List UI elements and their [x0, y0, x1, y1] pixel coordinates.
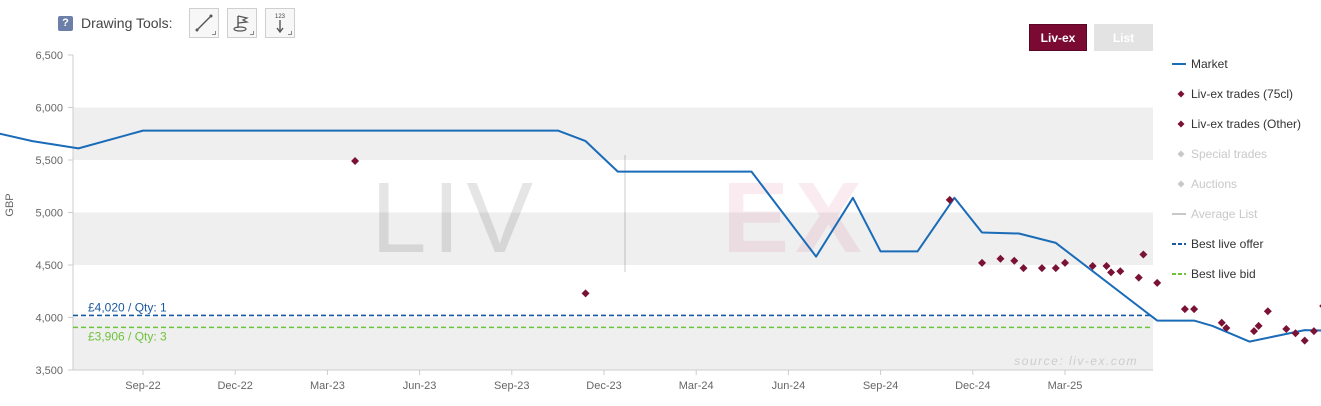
x-tick-label: Jun-24 — [772, 380, 806, 392]
legend-diamond-icon — [1177, 180, 1185, 188]
x-tick-label: Dec-23 — [586, 380, 621, 392]
liv-ex-mode-button[interactable]: Liv-ex — [1029, 24, 1087, 51]
y-tick-label: 6,500 — [35, 50, 63, 62]
watermark-source: source: liv-ex.com — [1014, 354, 1138, 368]
best-live-bid-label: £3,906 / Qty: 3 — [88, 329, 167, 343]
trade-point — [1139, 250, 1148, 259]
best-live-offer-label: £4,020 / Qty: 1 — [88, 300, 167, 314]
trade-point — [945, 195, 954, 204]
trade-point — [1291, 329, 1300, 338]
trade-point — [1282, 325, 1291, 334]
legend-label: Special trades — [1191, 147, 1267, 161]
trade-point — [1309, 327, 1318, 336]
x-tick-label: Jun-23 — [403, 380, 437, 392]
legend-label: Liv-ex trades (Other) — [1191, 117, 1301, 131]
trade-point — [351, 157, 360, 166]
trade-point — [1102, 262, 1111, 271]
trade-point — [1010, 256, 1019, 265]
help-icon[interactable]: ? — [58, 15, 73, 31]
x-tick-label: Mar-24 — [679, 380, 714, 392]
y-tick-label: 5,000 — [35, 208, 63, 220]
grid-bands — [73, 107, 1153, 370]
y-axis: 3,500 4,000 4,500 5,000 5,500 6,000 6,500 — [35, 50, 73, 377]
y-tick-label: 4,500 — [35, 260, 63, 272]
legend-item[interactable]: Liv-ex trades (75cl) — [1177, 87, 1294, 101]
trade-point — [978, 258, 987, 267]
x-tick-label: Sep-22 — [125, 380, 160, 392]
measure-icon: 123 — [275, 14, 286, 34]
legend-label: Best live bid — [1191, 267, 1256, 281]
series — [0, 129, 1321, 345]
x-tick-label: Sep-24 — [863, 380, 898, 392]
line-tool-button[interactable] — [188, 8, 219, 38]
trade-point — [1250, 327, 1259, 336]
trade-point — [1134, 273, 1143, 282]
trade-point — [1222, 324, 1231, 332]
legend-item[interactable]: Special trades — [1177, 147, 1268, 161]
grid-band — [73, 212, 1153, 265]
trade-point — [1190, 305, 1199, 314]
measure-tool-label: 123 — [275, 14, 286, 20]
legend-item[interactable]: Market — [1172, 57, 1228, 71]
legend-label: Best live offer — [1191, 237, 1263, 251]
y-axis-label: GBP — [4, 193, 16, 216]
trade-point — [1263, 307, 1272, 316]
x-tick-label: Mar-25 — [1048, 380, 1083, 392]
trade-point — [1153, 278, 1162, 287]
flag-tool-button[interactable] — [226, 8, 257, 38]
legend-label: Liv-ex trades (75cl) — [1191, 87, 1293, 101]
trade-point — [1217, 318, 1226, 327]
list-mode-button[interactable]: List — [1094, 24, 1153, 51]
grid-band — [73, 107, 1153, 160]
measure-tool-button[interactable]: 123 — [264, 8, 295, 38]
watermark: LIV EX source: liv-ex.com — [371, 155, 1138, 368]
legend-item[interactable]: Best live offer — [1172, 237, 1263, 251]
legend-diamond-icon — [1177, 90, 1185, 98]
trade-point — [1300, 336, 1309, 345]
trade-point — [1107, 268, 1116, 277]
y-tick-label: 5,500 — [35, 155, 63, 167]
x-tick-label: Dec-24 — [955, 380, 990, 392]
watermark-liv: LIV — [371, 162, 539, 274]
x-tick-label: Sep-23 — [494, 380, 529, 392]
drawing-tools-toolbar: ? Drawing Tools: 123 — [58, 7, 295, 39]
legend-label: Market — [1191, 57, 1228, 71]
grid-band — [73, 317, 1153, 370]
watermark-ex: EX — [722, 162, 867, 274]
trade-point — [1116, 267, 1125, 276]
trade-point — [581, 289, 590, 298]
legend-diamond-icon — [1177, 150, 1185, 158]
trade-point — [996, 254, 1005, 263]
diagonal-line-icon — [195, 14, 213, 32]
legend-item[interactable]: Average List — [1172, 207, 1258, 221]
x-axis: Sep-22 Dec-22 Mar-23 Jun-23 Sep-23 Dec-23 Mar-… — [125, 370, 1082, 392]
trade-point — [1254, 321, 1263, 330]
legend-diamond-icon — [1177, 120, 1185, 128]
y-tick-label: 3,500 — [35, 365, 63, 377]
y-tick-label: 6,000 — [35, 103, 63, 115]
legend-item[interactable]: Liv-ex trades (Other) — [1177, 117, 1302, 131]
drawing-tools-label: Drawing Tools: — [81, 15, 173, 31]
x-tick-label: Mar-23 — [310, 380, 345, 392]
flag-icon — [232, 15, 249, 32]
trade-point — [1037, 264, 1046, 273]
legend-label: Average List — [1191, 207, 1258, 221]
legend-item[interactable]: Auctions — [1177, 177, 1238, 191]
reference-lines: £4,020 / Qty: 1 £3,906 / Qty: 3 — [73, 300, 1153, 343]
market-line — [0, 129, 1321, 343]
trade-point — [1088, 262, 1097, 271]
trade-point — [1019, 264, 1028, 273]
x-tick-label: Dec-22 — [217, 380, 252, 392]
legend-item[interactable]: Best live bid — [1172, 267, 1256, 281]
trade-point — [1051, 264, 1060, 273]
legend: Market Liv-ex trades (75cl) Liv-ex trades … — [1172, 57, 1301, 281]
y-tick-label: 4,000 — [35, 313, 63, 325]
trade-point — [1180, 305, 1189, 314]
legend-label: Auctions — [1191, 177, 1237, 191]
trade-point — [1061, 258, 1069, 267]
